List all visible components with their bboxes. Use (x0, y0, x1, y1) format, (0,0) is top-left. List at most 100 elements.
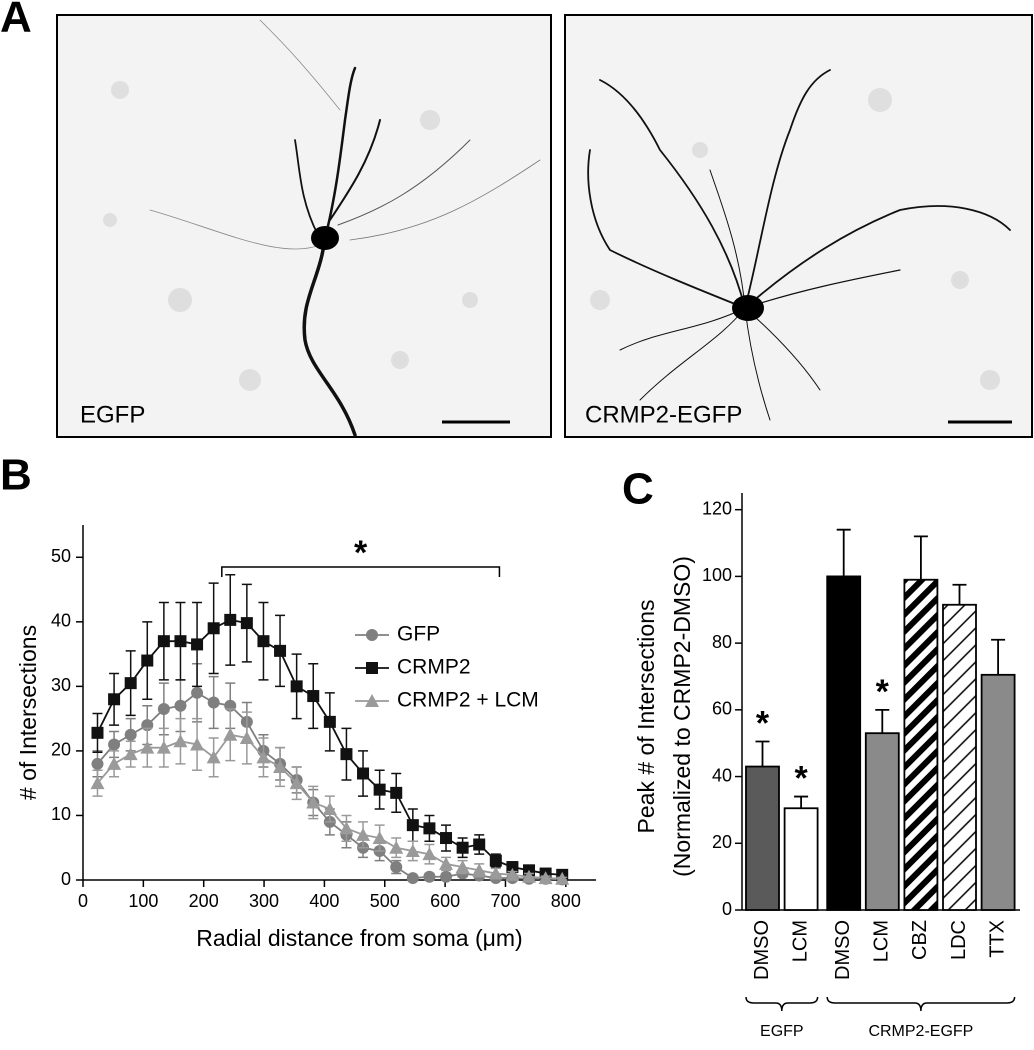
marker (473, 838, 486, 851)
x-tick-label: 600 (430, 891, 460, 911)
bar (903, 578, 939, 911)
x-tick-label: 300 (249, 891, 279, 911)
marker (191, 638, 204, 651)
x-axis-title: Radial distance from soma (μm) (196, 925, 522, 951)
error-bar (755, 740, 770, 767)
x-tick-label: 0 (78, 891, 88, 911)
y-axis-title: Peak # of Intersections (633, 600, 659, 834)
y-tick-label: 120 (702, 498, 732, 518)
marker (141, 654, 154, 667)
marker (223, 727, 238, 741)
legend-label: GFP (397, 623, 440, 646)
marker (390, 786, 403, 799)
bar (942, 603, 977, 911)
y-tick-label: 0 (61, 869, 71, 889)
marker (207, 622, 220, 635)
marker (124, 677, 137, 690)
x-tick-label: CBZ (909, 920, 931, 960)
marker (91, 757, 104, 770)
error-bar (952, 583, 967, 605)
group-label: EGFP (760, 1023, 804, 1040)
image-caption: EGFP (80, 401, 145, 428)
x-tick-label: DMSO (832, 920, 854, 980)
error-bar (875, 708, 890, 734)
error-bar (836, 528, 851, 577)
y-tick-label: 100 (702, 565, 732, 585)
marker (307, 690, 320, 703)
marker (405, 843, 420, 857)
marker (422, 847, 437, 861)
y-axis-title: # of Intersections (15, 625, 41, 800)
bar (864, 732, 900, 911)
marker (440, 832, 453, 845)
marker (538, 871, 553, 885)
bar (980, 673, 1016, 911)
marker (273, 760, 288, 774)
legend-label: CRMP2 (397, 656, 471, 679)
error-bar (794, 795, 809, 809)
marker (256, 750, 271, 764)
x-tick-label: LCM (871, 920, 893, 962)
micrograph (564, 14, 1033, 438)
marker (173, 734, 188, 748)
group-brace (826, 996, 1016, 1012)
significance-label: * (756, 705, 770, 743)
marker (174, 635, 187, 648)
bar (783, 807, 819, 911)
marker (455, 860, 470, 874)
marker (423, 822, 436, 835)
marker (423, 870, 436, 883)
x-tick-label: LCM (789, 920, 811, 962)
legend-marker (365, 694, 379, 707)
significance-bracket (221, 566, 501, 577)
marker (472, 863, 487, 877)
marker (108, 693, 121, 706)
marker (339, 821, 354, 835)
significance-label: * (876, 673, 890, 711)
marker (506, 861, 519, 874)
marker (224, 613, 237, 626)
marker (555, 871, 570, 885)
marker (157, 702, 170, 715)
marker (357, 767, 370, 780)
marker (274, 644, 287, 657)
x-tick-label: 100 (128, 891, 158, 911)
micrograph (56, 14, 552, 438)
error-bar (913, 535, 928, 580)
marker (190, 737, 205, 751)
marker (440, 870, 453, 883)
marker (306, 795, 321, 809)
legend-marker (366, 629, 378, 641)
marker (207, 696, 220, 709)
group-label: CRMP2-EGFP (868, 1023, 973, 1040)
x-tick-label: 500 (370, 891, 400, 911)
marker (373, 783, 386, 796)
marker (156, 740, 171, 754)
marker (257, 635, 270, 648)
marker (174, 699, 187, 712)
y-tick-label: 80 (712, 632, 732, 652)
y-tick-label: 20 (712, 832, 732, 852)
marker (456, 841, 469, 854)
marker (356, 827, 371, 841)
bar (826, 575, 862, 911)
marker (124, 728, 137, 741)
significance-label: * (794, 760, 808, 798)
marker (340, 748, 353, 761)
x-tick-label: DMSO (751, 920, 773, 980)
bar (745, 765, 780, 911)
marker (240, 617, 253, 630)
marker (140, 740, 155, 754)
y-tick-label: 30 (51, 675, 71, 695)
marker (389, 840, 404, 854)
y-tick-label: 20 (51, 740, 71, 760)
y-tick-label: 40 (51, 611, 71, 631)
marker (123, 747, 138, 761)
marker (107, 756, 122, 770)
significance-label: * (354, 534, 368, 572)
marker (439, 856, 454, 870)
marker (505, 867, 520, 881)
marker (372, 831, 387, 845)
marker (91, 726, 104, 739)
